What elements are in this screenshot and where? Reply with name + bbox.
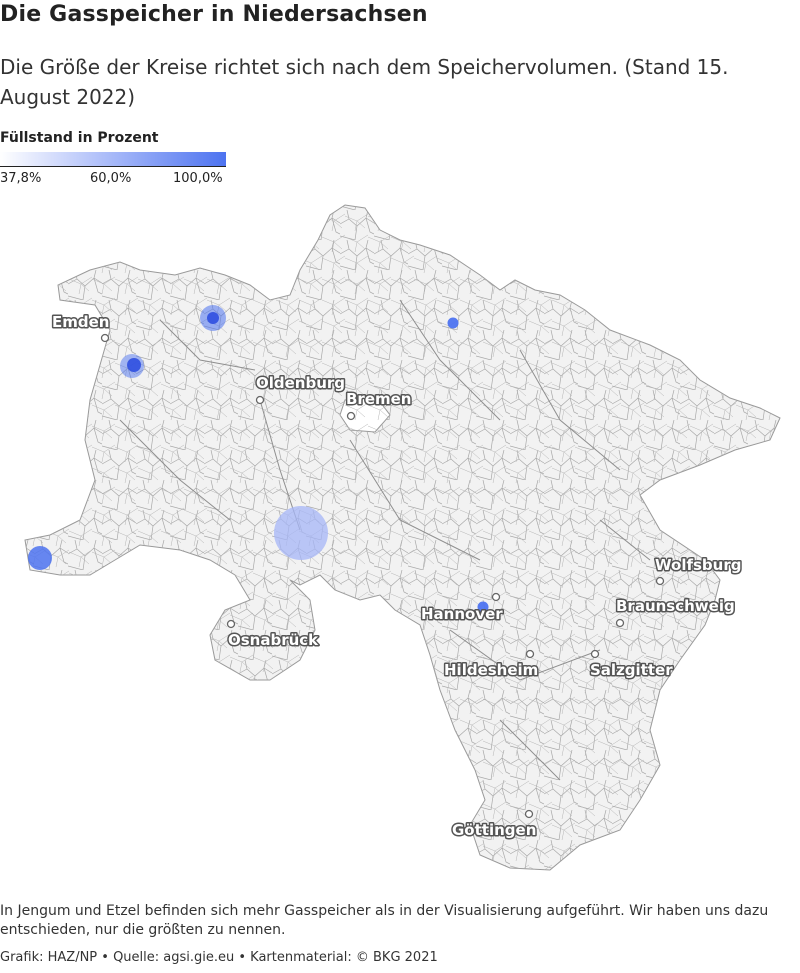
city-dot-hannover (491, 592, 501, 602)
city-dot-oldenburg (255, 395, 265, 405)
city-label-emden: Emden (52, 313, 109, 331)
city-label-goettingen: Göttingen (452, 821, 536, 839)
legend-axis (0, 166, 226, 169)
city-dot-salzgitter (590, 649, 600, 659)
legend-mid-label: 60,0% (90, 171, 132, 186)
chart-title: Die Gasspeicher in Niedersachsen (0, 2, 428, 27)
city-dot-emden (100, 333, 110, 343)
city-markers: Emden Oldenburg Bremen Osnabrück Hannove… (51, 312, 743, 841)
city-label-osnabrueck: Osnabrück (228, 631, 319, 649)
city-dot-hildesheim (525, 649, 535, 659)
city-label-bremen: Bremen (346, 390, 412, 408)
chart-subtitle: Die Größe der Kreise richtet sich nach d… (0, 55, 729, 109)
color-legend: Füllstand in Prozent 37,8% 60,0% 100,0% (0, 130, 230, 189)
storage-sites (28, 305, 489, 613)
legend-labels: 37,8% 60,0% 100,0% (0, 171, 230, 189)
legend-min-label: 37,8% (0, 171, 42, 186)
state-shape (24, 204, 781, 871)
city-label-braunschweig: Braunschweig (616, 597, 735, 615)
legend-title: Füllstand in Prozent (0, 130, 159, 146)
storage-site-marker (274, 506, 328, 560)
storage-site-marker (28, 546, 52, 570)
city-label-salzgitter: Salzgitter (590, 661, 673, 679)
city-dot-bremen (346, 411, 356, 421)
city-dot-braunschweig (615, 618, 625, 628)
city-label-wolfsburg: Wolfsburg (655, 556, 741, 574)
city-label-oldenburg: Oldenburg (256, 374, 345, 392)
city-label-hildesheim: Hildesheim (444, 661, 538, 679)
storage-site-marker (447, 317, 459, 329)
storage-site-marker (477, 601, 489, 613)
storage-site-marker (207, 312, 219, 324)
city-label-hannover: Hannover (421, 605, 503, 623)
legend-max-label: 100,0% (173, 171, 223, 186)
city-dot-goettingen (524, 809, 534, 819)
legend-gradient-bar (0, 152, 226, 166)
city-dot-wolfsburg (655, 576, 665, 586)
city-dot-osnabrueck (226, 619, 236, 629)
storage-site-marker (127, 358, 141, 372)
lower-saxony-map: Emden Oldenburg Bremen Osnabrück Hannove… (24, 204, 781, 871)
credits: Grafik: HAZ/NP • Quelle: agsi.gie.eu • K… (0, 950, 438, 965)
footnote: In Jengum und Etzel befinden sich mehr G… (0, 903, 769, 938)
